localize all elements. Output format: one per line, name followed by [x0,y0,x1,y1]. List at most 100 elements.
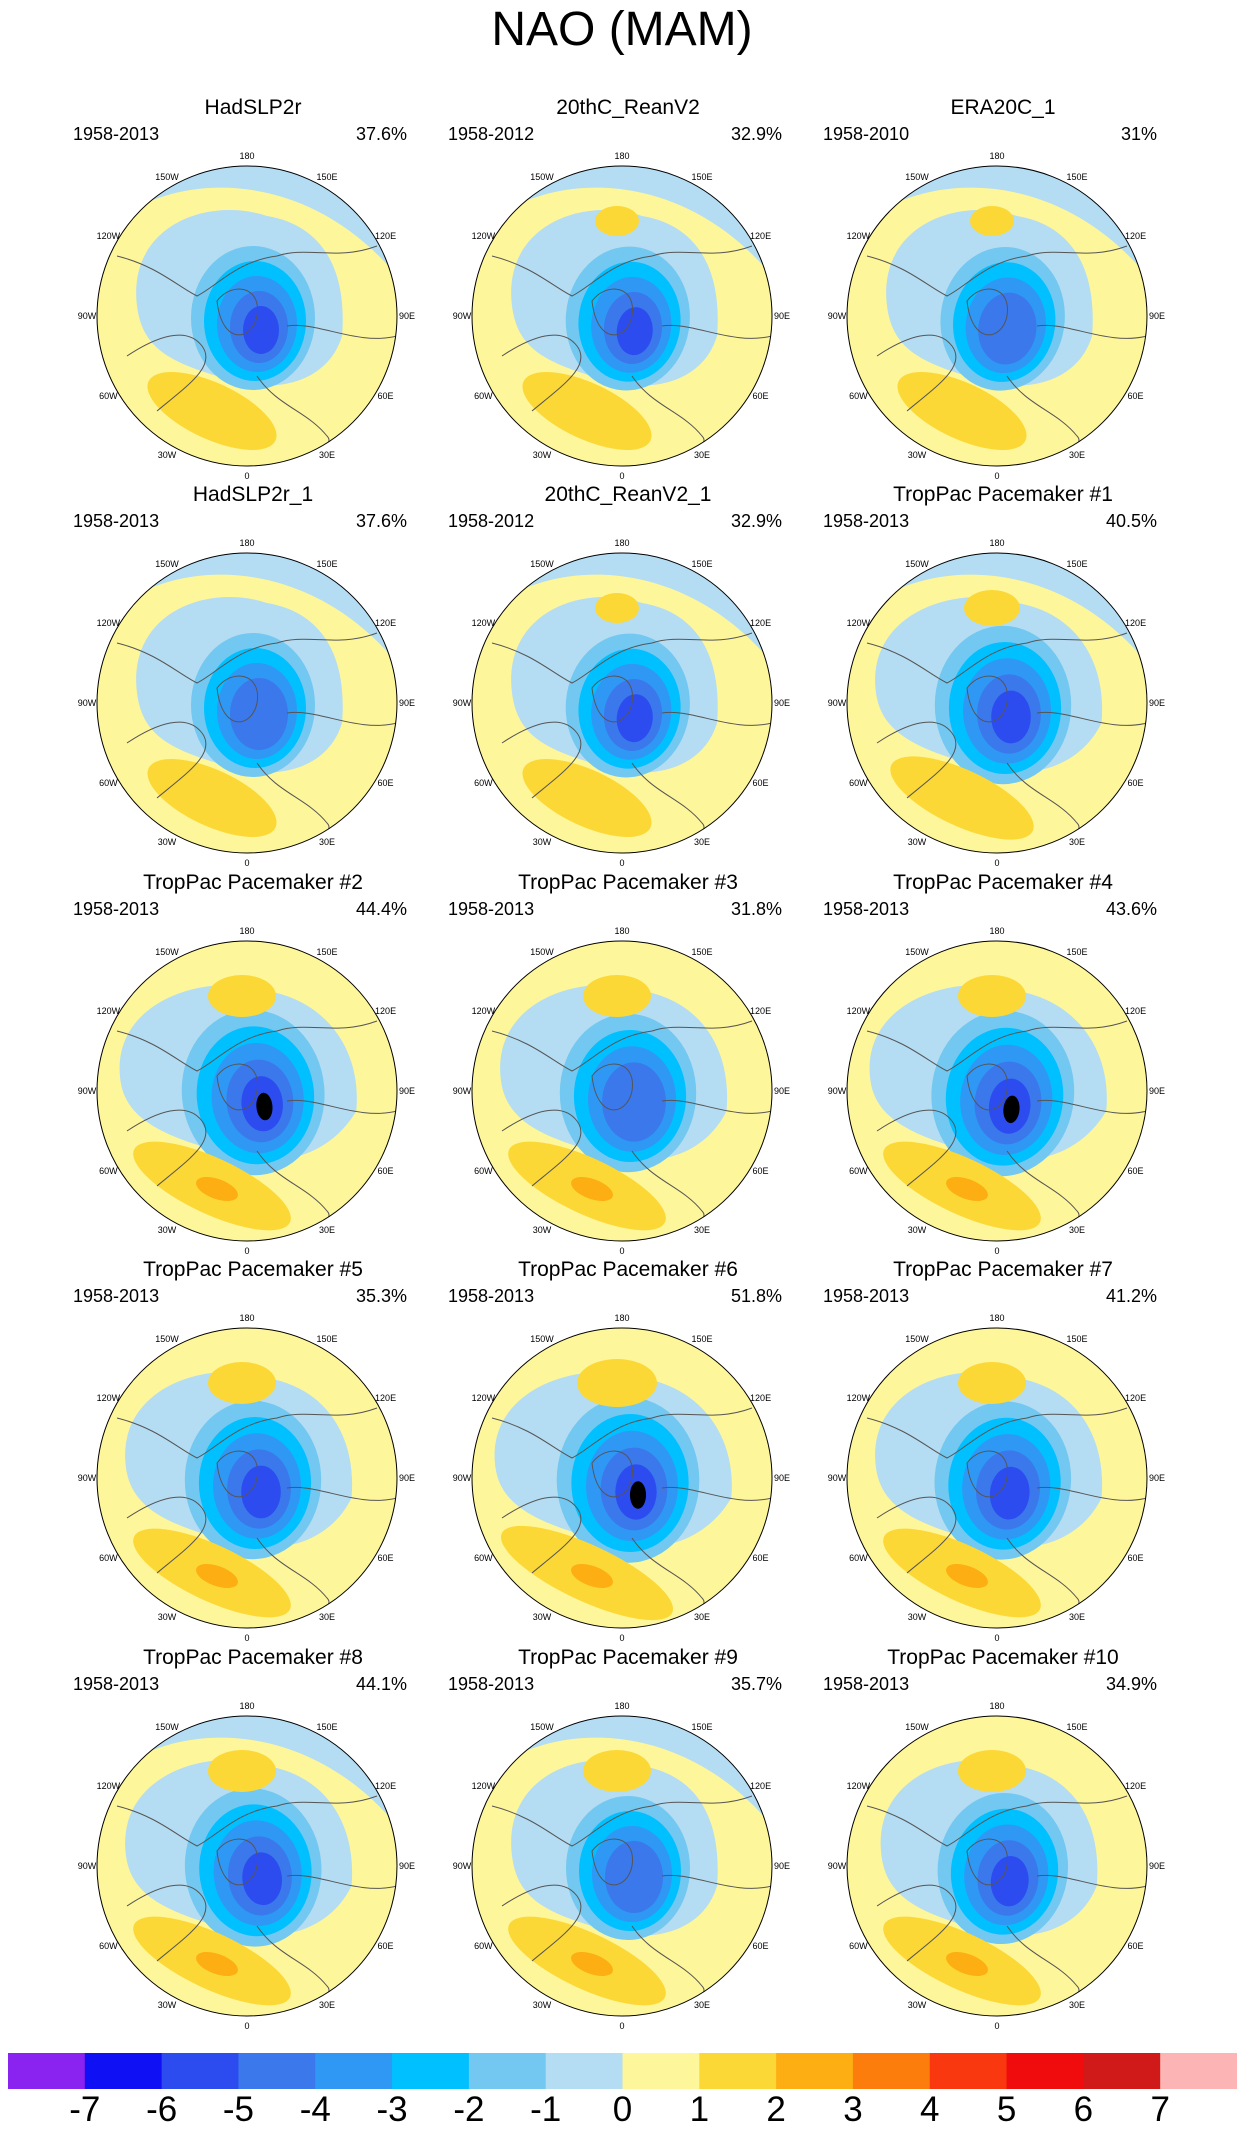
longitude-label: 30E [693,449,710,460]
longitude-label: 30W [907,836,927,847]
colorbar-swatch [8,2053,86,2089]
longitude-label: 0 [244,2021,250,2031]
longitude-label: 90W [452,698,472,708]
coastlines [491,1020,772,1241]
longitude-label: 90W [77,698,97,708]
map-border [471,165,773,467]
longitude-label: 60E [377,1941,394,1951]
longitude-label: 0 [619,2021,625,2031]
contour-pos3 [946,1951,988,1977]
longitude-label: 30W [532,836,552,847]
longitude-label: 90E [398,1861,415,1871]
contour-pos2-pacific [583,975,651,1017]
longitude-label: 120W [471,1006,496,1016]
polar-map [846,165,1148,467]
longitude-label: 150E [1066,1334,1088,1345]
panel-years: 1958-2010 [823,124,910,144]
longitude-label: 150W [530,1722,554,1733]
colorbar-swatch [315,2053,393,2089]
coastlines [116,1020,397,1241]
longitude-label: 90E [1148,698,1165,708]
colorbar-swatch [545,2053,623,2089]
longitude-label: 120E [750,1781,772,1791]
longitude-label: 60W [99,1941,118,1951]
colorbar-swatch [161,2053,239,2089]
longitude-label: 60W [849,778,868,788]
contour-pos2-pacific [970,206,1014,236]
contour-pos2-pacific [958,1750,1026,1792]
colorbar-swatch [852,2053,931,2089]
longitude-label: 150W [155,947,179,958]
colorbar [8,2053,1237,2089]
longitude-label: 150E [316,559,338,570]
panel-title: TropPac Pacemaker #8 [143,1646,363,1669]
longitude-label: 30E [318,449,335,460]
longitude-label: 30W [157,449,177,460]
colorbar-swatch [699,2053,777,2089]
map-border [96,165,398,467]
map-panel: ERA20C_1 1958-2010 31% 180 150E 120E 90E 60E 30E… [813,95,1193,481]
map-border [471,940,773,1242]
polar-map [846,940,1148,1242]
panel-years: 1958-2013 [73,124,160,144]
longitude-label: 60E [377,1166,394,1176]
longitude-label: 90E [1148,1473,1165,1483]
polar-map [846,1715,1148,2017]
longitude-label: 90E [398,1473,415,1483]
longitude-label: 120E [375,1781,397,1791]
contour-pos3 [571,1176,613,1202]
longitude-label: 60E [1127,778,1144,788]
longitude-label: 120E [375,231,397,241]
polar-map [96,1327,398,1629]
colorbar-tick-label: -3 [376,2090,408,2129]
contour-pos3 [946,1563,988,1589]
panel-title: TropPac Pacemaker #1 [893,483,1113,506]
longitude-label: 120E [750,618,772,628]
contour-neg6 [243,306,279,354]
longitude-label: 60E [752,1166,769,1176]
longitude-label: 120W [471,1393,496,1403]
longitude-label: 180 [614,926,630,936]
longitude-label: 150E [316,1334,338,1345]
longitude-label: 60E [752,778,769,788]
colorbar-swatch [1160,2053,1237,2089]
panel-variance-percent: 41.2% [1105,1286,1157,1306]
longitude-label: 150E [1066,172,1088,183]
panel-title: TropPac Pacemaker #10 [887,1646,1119,1669]
colorbar-swatch [84,2053,163,2089]
figure-title: NAO (MAM) [491,3,753,56]
contour-pos2-pacific [595,593,639,623]
longitude-label: 120W [471,1781,496,1791]
panel-title: TropPac Pacemaker #9 [518,1646,738,1669]
longitude-label: 150W [155,1334,179,1345]
panel-variance-percent: 44.4% [355,899,407,919]
longitude-label: 60W [99,1166,118,1176]
map-border [846,1715,1148,2017]
longitude-label: 0 [244,1246,250,1256]
polar-map [846,552,1148,854]
longitude-label: 0 [619,471,625,481]
longitude-label: 90W [452,1473,472,1483]
colorbar-tick-label: -4 [299,2090,331,2129]
longitude-label: 120E [1125,618,1147,628]
longitude-label: 60W [849,391,868,401]
colorbar-swatch [392,2053,470,2089]
longitude-label: 60E [377,778,394,788]
longitude-label: 90W [827,311,847,321]
longitude-label: 0 [994,1246,1000,1256]
contour-neg6 [990,1856,1029,1907]
longitude-label: 90W [77,311,97,321]
panel-title: 20thC_ReanV2_1 [544,483,712,506]
contour-pos3 [196,1563,238,1589]
longitude-label: 90W [827,698,847,708]
contour-neg7 [1003,1095,1020,1124]
map-border [471,552,773,854]
coastlines [866,632,1147,853]
longitude-label: 150E [1066,1722,1088,1733]
longitude-label: 30W [157,1999,177,2010]
longitude-label: 60E [377,1553,394,1563]
panel-variance-percent: 44.1% [355,1674,407,1694]
contour-neg5 [602,1062,666,1142]
longitude-label: 30E [693,1611,710,1622]
longitude-label: 150E [316,172,338,183]
